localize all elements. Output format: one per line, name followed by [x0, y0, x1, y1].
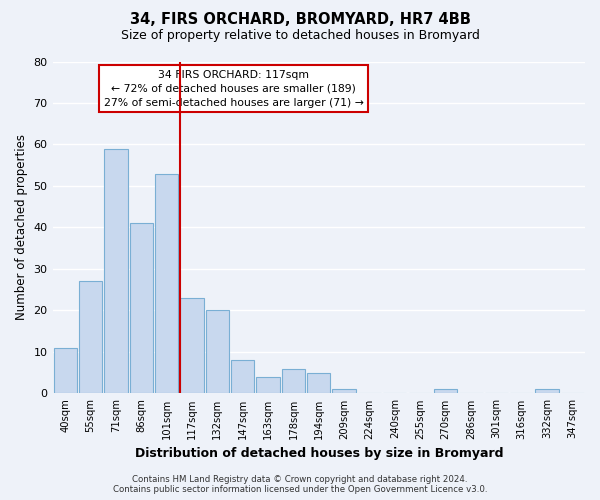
Y-axis label: Number of detached properties: Number of detached properties: [15, 134, 28, 320]
Bar: [206, 310, 229, 394]
X-axis label: Distribution of detached houses by size in Bromyard: Distribution of detached houses by size …: [134, 447, 503, 460]
Bar: [332, 390, 356, 394]
Text: 34 FIRS ORCHARD: 117sqm
← 72% of detached houses are smaller (189)
27% of semi-d: 34 FIRS ORCHARD: 117sqm ← 72% of detache…: [104, 70, 364, 108]
Bar: [130, 224, 153, 394]
Bar: [256, 377, 280, 394]
Bar: [104, 148, 128, 394]
Bar: [282, 368, 305, 394]
Bar: [535, 390, 559, 394]
Text: 34, FIRS ORCHARD, BROMYARD, HR7 4BB: 34, FIRS ORCHARD, BROMYARD, HR7 4BB: [130, 12, 470, 28]
Bar: [231, 360, 254, 394]
Text: Contains HM Land Registry data © Crown copyright and database right 2024.
Contai: Contains HM Land Registry data © Crown c…: [113, 474, 487, 494]
Bar: [307, 372, 331, 394]
Bar: [434, 390, 457, 394]
Bar: [181, 298, 203, 394]
Bar: [53, 348, 77, 394]
Bar: [155, 174, 178, 394]
Bar: [79, 282, 102, 394]
Text: Size of property relative to detached houses in Bromyard: Size of property relative to detached ho…: [121, 29, 479, 42]
